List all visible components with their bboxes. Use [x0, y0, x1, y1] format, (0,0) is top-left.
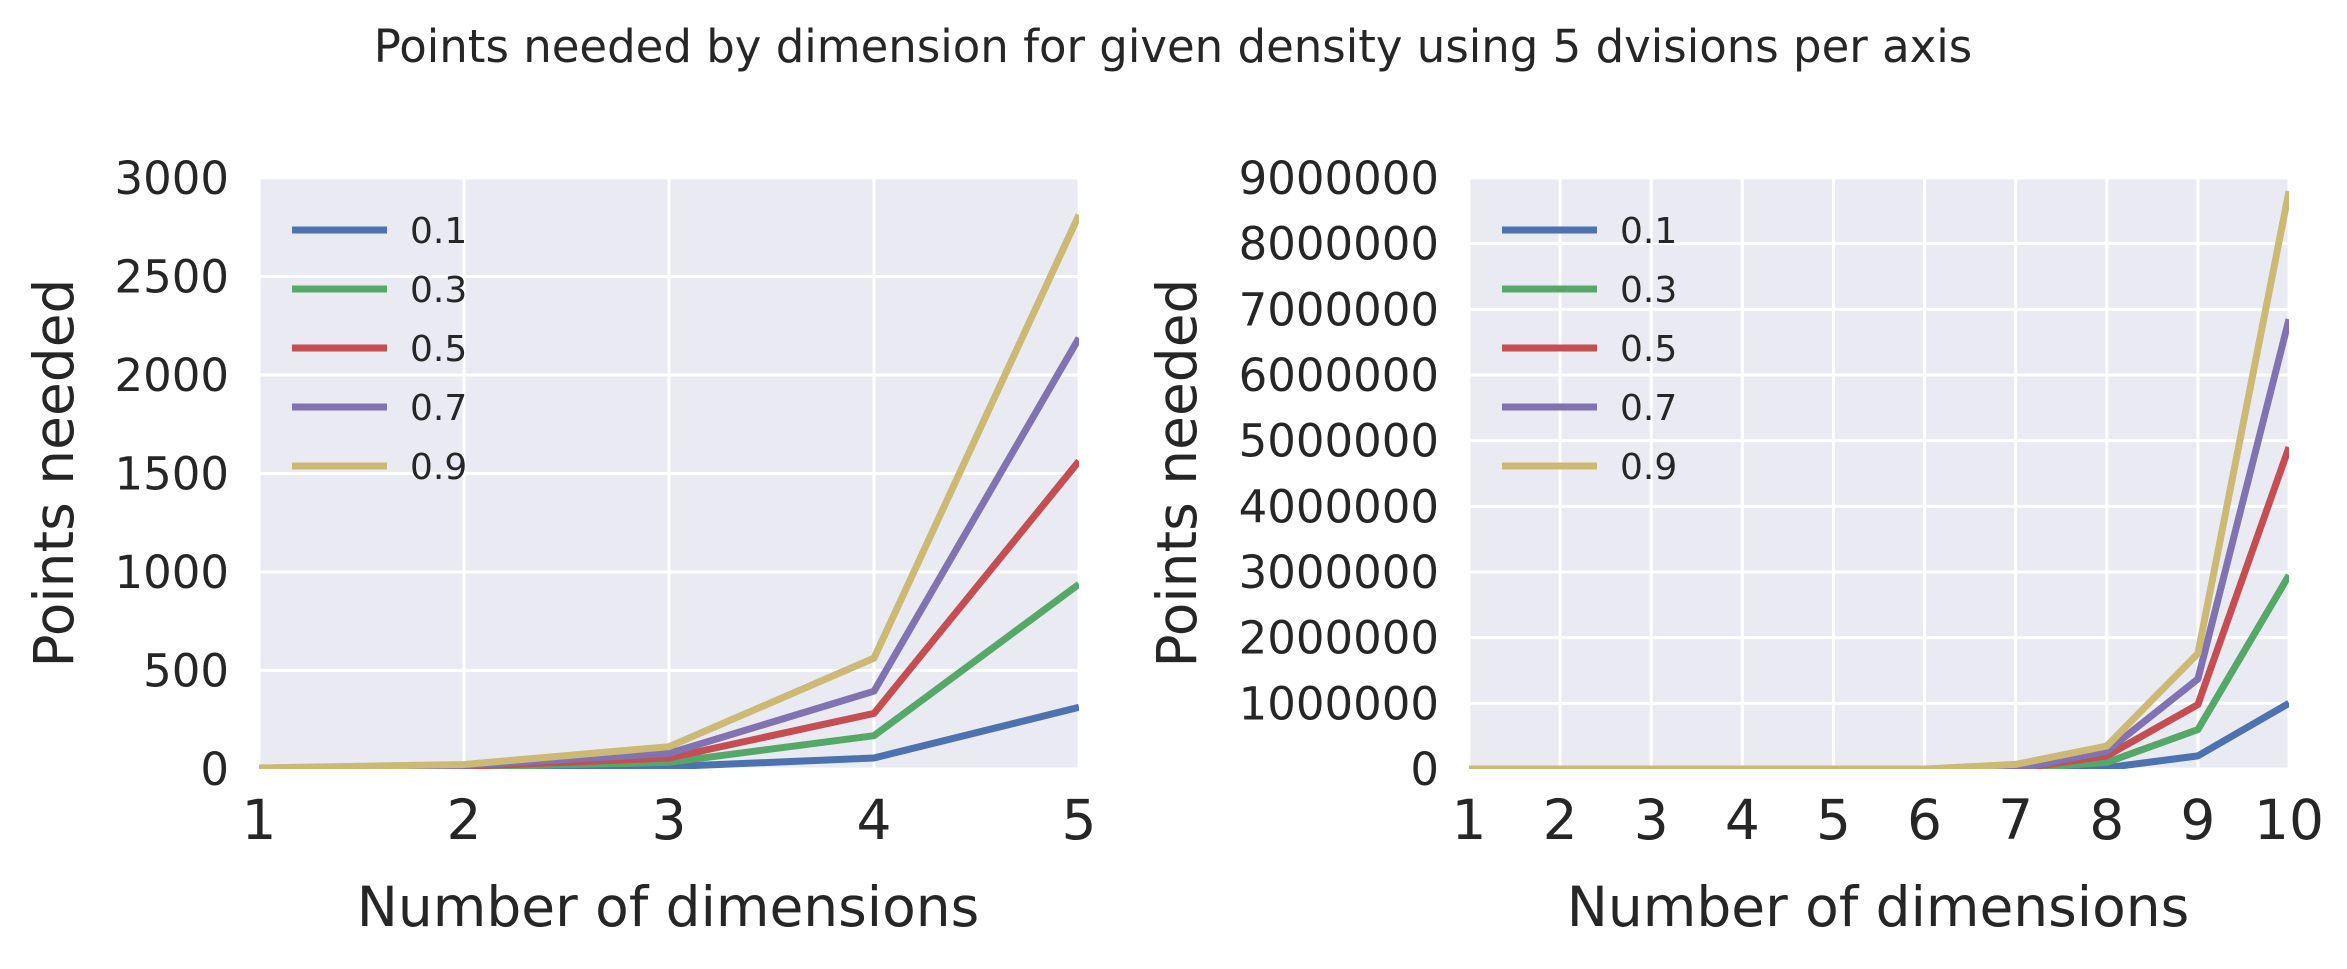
chart-right-y-tick-label: 8000000: [1239, 218, 1439, 271]
chart-right-x-tick-label: 6: [1907, 788, 1942, 852]
chart-left-x-tick-label: 1: [242, 788, 277, 852]
chart-left-legend-label: 0.3: [410, 270, 467, 311]
chart-left-legend-label: 0.9: [410, 447, 467, 488]
chart-right-series-0-9: [1469, 190, 2289, 769]
chart-right-x-tick-label: 9: [2180, 788, 2215, 852]
chart-right-x-tick-label: 10: [2254, 788, 2324, 852]
chart-right-x-tick-label: 3: [1634, 788, 1669, 852]
chart-left-y-tick-label: 3000: [114, 152, 229, 205]
chart-left: Number of dimensions Points needed 1 2 3 4 5…: [22, 152, 1097, 939]
chart-right-series-0-7: [1469, 318, 2289, 769]
chart-right-y-tick-label: 1000000: [1239, 677, 1439, 730]
chart-right-y-tick-label: 3000000: [1239, 546, 1439, 599]
chart-right-y-tick-label: 6000000: [1239, 349, 1439, 402]
chart-right-y-tick-label: 7000000: [1239, 283, 1439, 336]
chart-left-y-tick-label: 1500: [114, 448, 229, 501]
chart-right-y-tick-label: 0: [1410, 743, 1439, 796]
chart-right-xlabel: Number of dimensions: [1567, 875, 2189, 939]
chart-right-series-0-1: [1469, 700, 2289, 769]
chart-left-x-tick-label: 5: [1062, 788, 1097, 852]
chart-right-y-tick-label: 2000000: [1239, 612, 1439, 665]
chart-right-legend-label: 0.9: [1620, 447, 1677, 488]
chart-left-legend-label: 0.7: [410, 388, 467, 429]
chart-right-x-tick-label: 4: [1725, 788, 1760, 852]
chart-left-y-tick-label: 2000: [114, 349, 229, 402]
chart-right-legend-label: 0.7: [1620, 388, 1677, 429]
chart-left-y-tick-label: 500: [143, 645, 229, 698]
chart-right-series-0-5: [1469, 446, 2289, 769]
chart-left-y-tick-label: 0: [200, 743, 229, 796]
chart-right-x-tick-label: 7: [1998, 788, 2033, 852]
chart-right-x-tick-label: 8: [2089, 788, 2124, 852]
chart-right-x-tick-label: 2: [1543, 788, 1578, 852]
chart-right-y-tick-label: 9000000: [1239, 152, 1439, 205]
chart-left-y-tick-label: 1000: [114, 546, 229, 599]
chart-right-x-tick-label: 5: [1816, 788, 1851, 852]
chart-left-legend-label: 0.1: [410, 211, 467, 252]
chart-right-series-0-3: [1469, 573, 2289, 769]
chart-right-ylabel: Points needed: [1145, 279, 1209, 668]
chart-right-plot-area: [1469, 178, 2289, 769]
chart-left-xlabel: Number of dimensions: [357, 875, 979, 939]
chart-left-y-tick-label: 2500: [114, 251, 229, 304]
figure-title: Points needed by dimension for given den…: [374, 20, 1973, 73]
chart-right-y-tick-label: 4000000: [1239, 480, 1439, 533]
chart-left-x-tick-label: 3: [652, 788, 687, 852]
chart-right-x-tick-label: 1: [1452, 788, 1487, 852]
chart-left-legend-label: 0.5: [410, 329, 467, 370]
chart-left-ylabel: Points needed: [22, 279, 86, 668]
chart-right-legend-label: 0.3: [1620, 270, 1677, 311]
chart-left-x-tick-label: 4: [857, 788, 892, 852]
chart-right-legend-label: 0.5: [1620, 329, 1677, 370]
chart-right-y-tick-label: 5000000: [1239, 415, 1439, 468]
chart-left-series-0-9: [259, 213, 1079, 769]
chart-right-legend-label: 0.1: [1620, 211, 1677, 252]
chart-left-x-tick-label: 2: [447, 788, 482, 852]
